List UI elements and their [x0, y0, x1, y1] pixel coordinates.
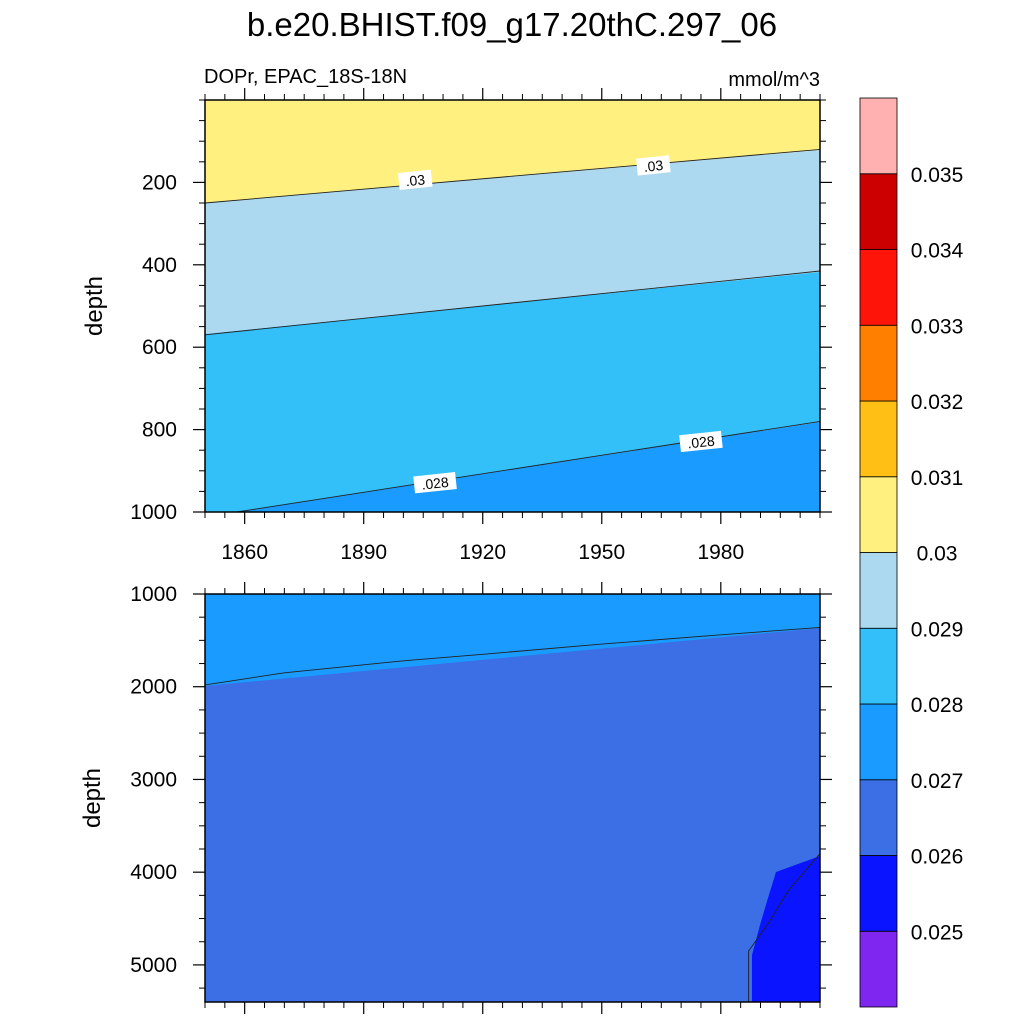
y-tick-label: 2000: [130, 676, 177, 699]
y-tick-label: 1000: [130, 583, 177, 606]
lower-ticks: 1000 2000 3000 4000 5000: [130, 582, 832, 1014]
contour-label-text: .028: [421, 474, 450, 493]
colorbar-label: 0.032: [911, 391, 964, 414]
colorbar-box: [859, 779, 898, 856]
contour-line-2: [236, 420, 821, 513]
colorbar-box: [859, 400, 898, 478]
upper-ylabel: depth: [81, 276, 108, 336]
colorbar-label: 0.033: [911, 315, 964, 338]
x-tick-label: 1860: [221, 541, 268, 564]
x-tick-label: 1980: [697, 541, 744, 564]
x-tick-label: 1950: [578, 541, 625, 564]
upper-region-yellow: [205, 100, 820, 203]
contour-label-2: .028: [413, 472, 457, 494]
colorbar-box: [859, 627, 898, 705]
lower-region-blue: [205, 594, 820, 686]
lower-contour-lines: [204, 626, 821, 1002]
colorbar-box: [859, 324, 898, 402]
lower-panel: 1000 2000 3000 4000 5000 depth: [79, 582, 832, 1014]
contour-label-1: .03: [636, 155, 671, 176]
colorbar-label: 0.028: [911, 694, 964, 717]
colorbar-box: [859, 476, 898, 553]
y-tick-label: 1000: [130, 501, 177, 524]
contour-line-0: [204, 626, 821, 686]
colorbar-box: [859, 173, 898, 250]
contour-label-text: .03: [643, 157, 664, 175]
contour-label-text: .03: [405, 171, 426, 189]
colorbar-box: [859, 930, 898, 1008]
contour-label-3: .028: [679, 430, 723, 453]
lower-ylabel: depth: [79, 768, 106, 828]
contour-label-0: .03: [397, 169, 433, 190]
colorbar-label: 0.025: [911, 921, 964, 944]
colorbar-label: 0.03: [917, 543, 958, 566]
y-tick-label: 800: [142, 419, 177, 442]
colorbar-label: 0.029: [911, 618, 964, 641]
x-tick-label: 1890: [340, 541, 387, 564]
upper-contour-lines: [204, 148, 821, 513]
colorbar-label: 0.034: [911, 240, 964, 263]
y-tick-label: 400: [142, 254, 177, 277]
upper-right-label: mmol/m^3: [728, 69, 820, 91]
y-tick-label: 3000: [130, 768, 177, 791]
colorbar-box: [859, 97, 898, 175]
contour-line-1: [748, 853, 821, 1002]
y-tick-label: 5000: [130, 954, 177, 977]
colorbar-box: [859, 552, 898, 629]
colorbar-label: 0.026: [911, 846, 964, 869]
contour-line-0: [204, 148, 821, 204]
colorbar-box: [859, 855, 898, 932]
colorbar-box: [859, 249, 898, 326]
colorbar-label: 0.035: [911, 164, 964, 187]
upper-ticks: 1860 1890 1920 1950 1980 200 400 600 800 1000: [130, 88, 832, 564]
upper-contour-labels: .03 .03 .028 .028: [397, 155, 723, 494]
upper-left-label: DOPr, EPAC_18S-18N: [204, 66, 407, 88]
colorbar-label: 0.027: [911, 770, 964, 793]
y-tick-label: 200: [142, 171, 177, 194]
lower-region-darkblue: [752, 856, 820, 1002]
chart-title: b.e20.BHIST.f09_g17.20thC.297_06: [247, 6, 777, 43]
colorbar: 0.025 0.026 0.027 0.028 0.029 0.03 0.031 0.032 0…: [859, 97, 964, 1008]
y-tick-label: 4000: [130, 861, 177, 884]
upper-panel: DOPr, EPAC_18S-18N mmol/m^3 .03.03.028.0…: [81, 66, 832, 564]
lower-frame: [204, 593, 821, 1003]
x-tick-label: 1920: [459, 541, 506, 564]
colorbar-label: 0.031: [911, 467, 964, 490]
contour-line-1: [204, 270, 821, 336]
contour-label-text: .028: [687, 433, 716, 452]
colorbar-box: [859, 703, 898, 781]
upper-region-lightblue: [205, 150, 820, 334]
upper-region-cyan: [205, 272, 820, 512]
y-tick-label: 600: [142, 336, 177, 359]
